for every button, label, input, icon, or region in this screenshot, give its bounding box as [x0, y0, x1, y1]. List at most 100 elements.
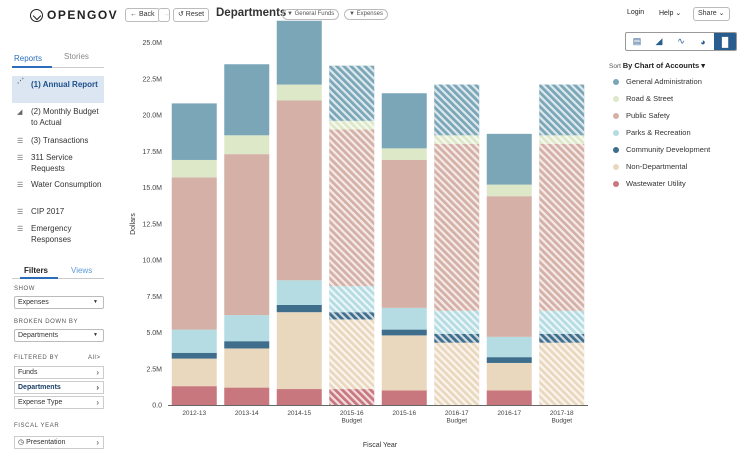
tab-views[interactable]: Views: [71, 266, 93, 275]
budget-hatch: [329, 286, 375, 313]
all-filters-link[interactable]: All>: [88, 355, 101, 361]
reset-button[interactable]: ↺ Reset: [173, 8, 210, 22]
sidebar-item-transactions[interactable]: ☰ (3) Transactions: [12, 136, 104, 147]
list-icon: ☰: [17, 182, 24, 189]
bar-segment[interactable]: [276, 304, 322, 313]
bar-stacks: [171, 20, 585, 406]
bar-stack[interactable]: [381, 93, 427, 406]
bar-segment[interactable]: [486, 336, 532, 358]
sort-control[interactable]: Sort By Chart of Accounts ▾: [609, 61, 705, 70]
legend-item-parks-recreation[interactable]: Parks & Recreation: [613, 128, 691, 137]
bar-segment[interactable]: [276, 280, 322, 305]
bar-segment[interactable]: [486, 362, 532, 391]
help-menu[interactable]: Help ⌄: [659, 10, 682, 17]
bar-segment[interactable]: [486, 133, 532, 185]
forward-button[interactable]: →: [158, 8, 170, 22]
bar-segment[interactable]: [381, 93, 427, 149]
bar-segment[interactable]: [381, 390, 427, 406]
bar-segment[interactable]: [276, 389, 322, 405]
sidebar-item-monthly-budget[interactable]: ◢ (2) Monthly Budget to Actual: [12, 107, 104, 128]
bar-segment[interactable]: [486, 196, 532, 337]
sidebar-item-service-requests[interactable]: ☰ 311 Service Requests: [12, 153, 104, 174]
login-link[interactable]: Login: [627, 9, 645, 16]
bar-stack[interactable]: [329, 65, 375, 405]
fiscal-year-select[interactable]: ◷ Presentation ›: [14, 436, 104, 449]
bar-segment[interactable]: [486, 184, 532, 197]
bar-stack[interactable]: [224, 64, 270, 405]
budget-hatch: [434, 310, 480, 334]
sidebar-item-cip-2017[interactable]: ☰ CIP 2017: [12, 207, 104, 218]
stacked-area-type-button[interactable]: ◢: [648, 33, 670, 50]
bar-segment[interactable]: [171, 177, 217, 330]
bar-segment[interactable]: [486, 390, 532, 406]
bar-segment[interactable]: [224, 135, 270, 155]
bar-segment[interactable]: [171, 329, 217, 353]
bar-segment[interactable]: [224, 387, 270, 405]
opengov-logo[interactable]: OPENGOV: [30, 8, 118, 22]
bar-chart-type-button[interactable]: ▐▌: [714, 33, 736, 50]
clock-icon: ◷: [18, 439, 25, 446]
bar-segment[interactable]: [224, 348, 270, 388]
bar-stack[interactable]: [486, 133, 532, 406]
legend-item-community-development[interactable]: Community Development: [613, 145, 710, 154]
chevron-right-icon: ›: [96, 398, 99, 407]
bar-segment[interactable]: [171, 159, 217, 178]
area-chart-type-button[interactable]: ▤: [626, 33, 648, 50]
bar-segment[interactable]: [171, 103, 217, 160]
x-axis-label: Fiscal Year: [363, 442, 398, 449]
filter-funds[interactable]: Funds ›: [14, 366, 104, 379]
sidebar-item-label: (3) Transactions: [31, 136, 89, 145]
bar-segment[interactable]: [276, 20, 322, 85]
sidebar-item-emergency-responses[interactable]: ☰ Emergency Responses: [12, 224, 104, 245]
bar-segment[interactable]: [276, 84, 322, 101]
line-chart-type-button[interactable]: ∿: [670, 33, 692, 50]
tab-stories[interactable]: Stories: [64, 52, 89, 61]
share-button[interactable]: Share ⌄: [693, 7, 730, 21]
bar-stack[interactable]: [434, 84, 480, 405]
bar-segment[interactable]: [276, 312, 322, 390]
broken-down-select[interactable]: Departments ▼: [14, 329, 104, 342]
legend-item-road-street[interactable]: Road & Street: [613, 94, 673, 103]
budget-hatch: [329, 65, 375, 121]
bar-segment[interactable]: [224, 341, 270, 349]
tab-filters[interactable]: Filters: [24, 266, 49, 275]
expenses-filter-pill[interactable]: ▼ Expenses: [344, 9, 388, 20]
tab-reports[interactable]: Reports: [14, 54, 43, 63]
filter-departments[interactable]: Departments ›: [14, 381, 104, 394]
bar-segment[interactable]: [276, 100, 322, 281]
sidebar-item-annual-report[interactable]: ⋰ (1) Annual Report: [12, 76, 104, 103]
show-select[interactable]: Expenses ▼: [14, 296, 104, 309]
bar-segment[interactable]: [381, 307, 427, 330]
bar-segment[interactable]: [171, 386, 217, 405]
pie-chart-type-button[interactable]: ◕: [692, 33, 714, 50]
bar-segment[interactable]: [224, 315, 270, 342]
bar-segment[interactable]: [171, 352, 217, 359]
bar-stack[interactable]: [276, 20, 322, 405]
list-icon: ☰: [17, 226, 24, 233]
bar-segment[interactable]: [381, 329, 427, 336]
budget-hatch: [539, 342, 585, 405]
bar-segment[interactable]: [224, 64, 270, 136]
tabs-active-indicator: [12, 66, 52, 68]
filter-expense-type[interactable]: Expense Type ›: [14, 396, 104, 409]
budget-hatch: [539, 333, 585, 343]
bar-stack[interactable]: [539, 84, 585, 405]
legend-item-general-administration[interactable]: General Administration: [613, 77, 702, 86]
sidebar-item-label: CIP 2017: [31, 207, 65, 216]
list-icon: ☰: [17, 209, 24, 216]
bar-stack[interactable]: [171, 103, 217, 405]
legend-item-non-departmental[interactable]: Non-Departmental: [613, 162, 687, 171]
legend-item-public-safety[interactable]: Public Safety: [613, 111, 670, 120]
y-axis-label: Dollars: [130, 213, 137, 235]
sidebar-item-label: Emergency Responses: [31, 224, 72, 244]
bar-segment[interactable]: [486, 357, 532, 363]
general-funds-filter-pill[interactable]: ▼ General Funds: [282, 9, 340, 20]
bar-segment[interactable]: [381, 335, 427, 391]
sidebar-item-water-consumption[interactable]: ☰ Water Consumption: [12, 180, 104, 191]
budget-hatch: [539, 144, 585, 311]
bar-segment[interactable]: [381, 148, 427, 160]
bar-segment[interactable]: [171, 358, 217, 387]
bar-segment[interactable]: [224, 154, 270, 316]
legend-item-wastewater-utility[interactable]: Wastewater Utility: [613, 179, 686, 188]
bar-segment[interactable]: [381, 159, 427, 308]
